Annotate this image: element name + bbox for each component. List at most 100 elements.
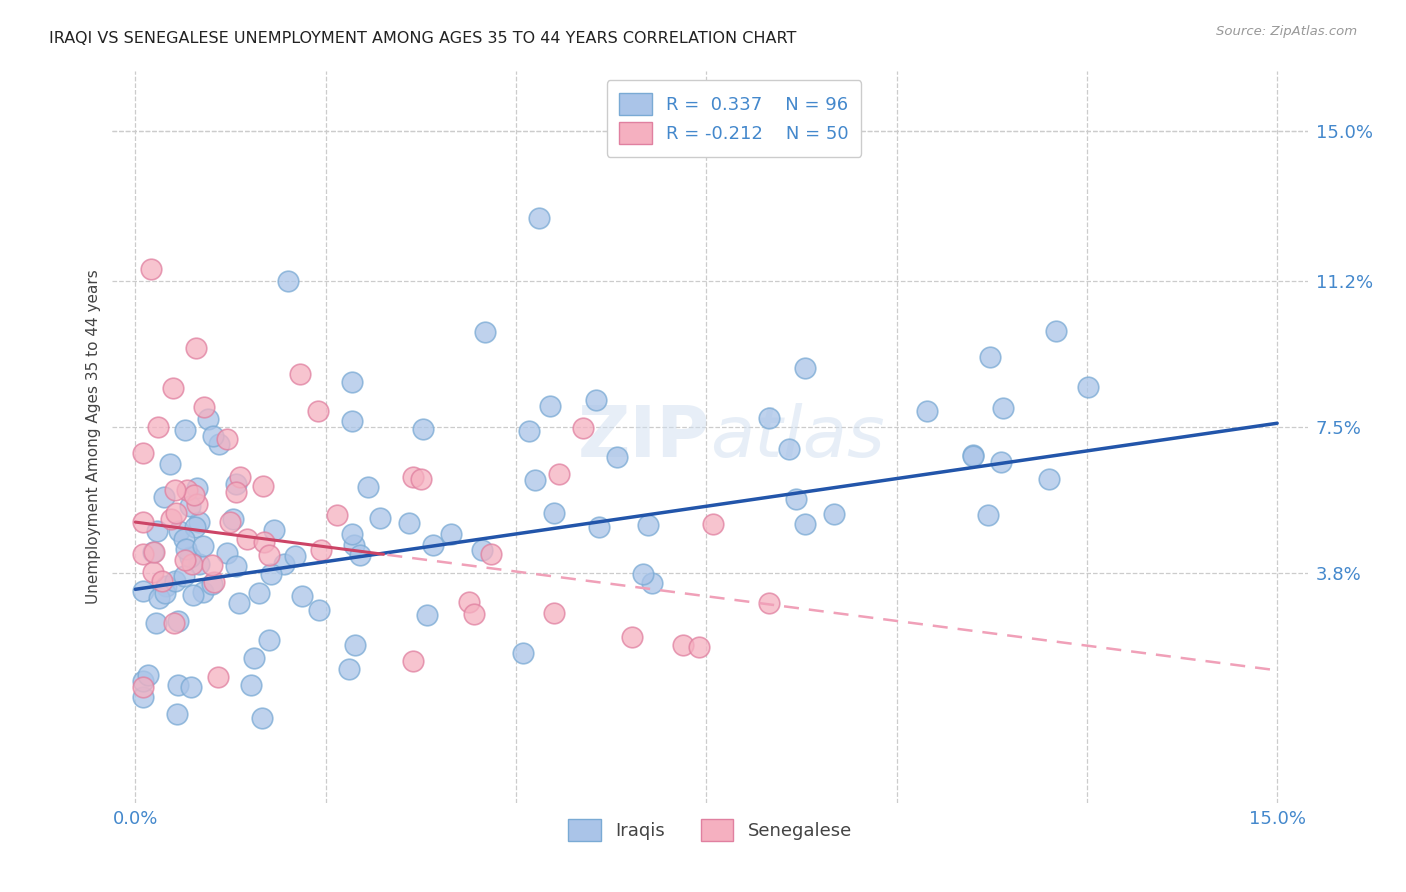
Point	[150, 574, 173, 588]
Point	[201, 429, 224, 443]
Point	[398, 516, 420, 530]
Point	[474, 326, 496, 340]
Point	[217, 546, 239, 560]
Point	[173, 552, 195, 566]
Point	[1038, 472, 1060, 486]
Point	[290, 367, 312, 381]
Point	[219, 515, 242, 529]
Point	[225, 558, 247, 573]
Point	[252, 479, 274, 493]
Point	[357, 480, 380, 494]
Point	[132, 680, 155, 694]
Point	[160, 512, 183, 526]
Point	[785, 491, 807, 506]
Point	[977, 508, 1000, 523]
Point	[527, 211, 550, 225]
Point	[538, 399, 561, 413]
Point	[402, 654, 425, 668]
Point	[284, 549, 307, 563]
Point	[132, 548, 155, 562]
Point	[588, 520, 610, 534]
Point	[166, 707, 188, 722]
Point	[183, 520, 205, 534]
Point	[325, 508, 347, 522]
Point	[637, 518, 659, 533]
Point	[146, 524, 169, 538]
Legend: Iraqis, Senegalese: Iraqis, Senegalese	[561, 812, 859, 848]
Point	[308, 603, 330, 617]
Point	[242, 651, 264, 665]
Point	[162, 381, 184, 395]
Point	[962, 448, 984, 462]
Point	[146, 420, 169, 434]
Point	[416, 607, 439, 622]
Text: ZIP: ZIP	[578, 402, 710, 472]
Point	[368, 511, 391, 525]
Point	[342, 527, 364, 541]
Point	[247, 586, 270, 600]
Text: atlas: atlas	[710, 402, 884, 472]
Point	[263, 523, 285, 537]
Point	[228, 596, 250, 610]
Point	[187, 515, 209, 529]
Point	[307, 404, 329, 418]
Point	[641, 576, 664, 591]
Point	[236, 532, 259, 546]
Point	[337, 662, 360, 676]
Point	[225, 484, 247, 499]
Point	[180, 680, 202, 694]
Point	[309, 542, 332, 557]
Point	[993, 401, 1015, 416]
Point	[180, 557, 202, 571]
Point	[179, 549, 201, 564]
Point	[132, 515, 155, 529]
Point	[165, 574, 187, 588]
Point	[197, 411, 219, 425]
Point	[174, 542, 197, 557]
Point	[162, 616, 184, 631]
Point	[631, 567, 654, 582]
Point	[167, 524, 190, 538]
Point	[201, 558, 224, 572]
Point	[463, 607, 485, 621]
Point	[422, 538, 444, 552]
Point	[440, 527, 463, 541]
Point	[823, 507, 845, 521]
Point	[758, 596, 780, 610]
Point	[132, 584, 155, 599]
Point	[259, 548, 281, 562]
Point	[794, 360, 817, 375]
Point	[225, 477, 247, 491]
Point	[543, 606, 565, 620]
Point	[186, 481, 208, 495]
Point	[183, 488, 205, 502]
Point	[191, 539, 214, 553]
Text: Source: ZipAtlas.com: Source: ZipAtlas.com	[1216, 25, 1357, 38]
Point	[186, 341, 208, 355]
Point	[181, 588, 204, 602]
Point	[672, 638, 695, 652]
Point	[412, 422, 434, 436]
Point	[990, 454, 1012, 468]
Point	[471, 543, 494, 558]
Point	[606, 450, 628, 464]
Point	[173, 568, 195, 582]
Point	[349, 548, 371, 562]
Point	[143, 545, 166, 559]
Point	[142, 544, 165, 558]
Point	[159, 458, 181, 472]
Point	[1045, 324, 1067, 338]
Point	[260, 566, 283, 581]
Point	[543, 507, 565, 521]
Point	[343, 538, 366, 552]
Point	[201, 577, 224, 591]
Point	[166, 614, 188, 628]
Point	[240, 678, 263, 692]
Point	[524, 473, 547, 487]
Point	[758, 410, 780, 425]
Point	[153, 490, 176, 504]
Point	[179, 499, 201, 513]
Point	[340, 375, 363, 389]
Point	[688, 640, 710, 654]
Point	[572, 420, 595, 434]
